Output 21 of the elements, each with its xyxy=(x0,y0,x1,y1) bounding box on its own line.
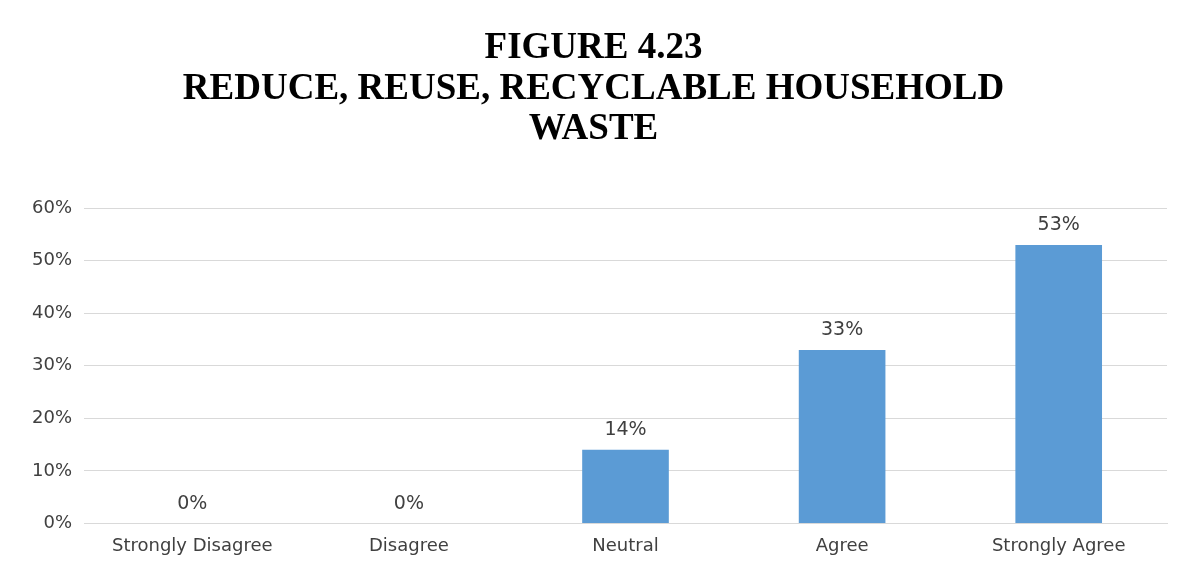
data-label: 14% xyxy=(604,417,647,440)
x-tick-label: Neutral xyxy=(592,533,659,555)
data-label: 33% xyxy=(820,317,864,340)
data-label: 53% xyxy=(1037,212,1080,235)
bar xyxy=(798,349,886,523)
y-tick-label: 0% xyxy=(43,511,73,533)
y-tick-label: 50% xyxy=(31,248,73,270)
data-label: 0% xyxy=(393,490,424,513)
data-label: 0% xyxy=(177,490,208,513)
bar xyxy=(582,449,669,523)
y-tick-label: 30% xyxy=(31,353,73,375)
y-tick-label: 40% xyxy=(31,300,73,322)
x-tick-label: Strongly Disagree xyxy=(112,533,273,555)
bar xyxy=(1015,244,1103,523)
x-tick-label: Disagree xyxy=(368,533,449,555)
y-tick-label: 10% xyxy=(31,458,73,480)
chart-title: FIGURE 4.23 REDUCE, REUSE, RECYCLABLE HOUSEHOLD WASTE xyxy=(182,24,1005,148)
y-tick-label: 60% xyxy=(31,195,73,217)
y-tick-label: 20% xyxy=(31,405,73,427)
x-tick-label: Agree xyxy=(815,533,869,555)
x-tick-label: Strongly Agree xyxy=(991,533,1126,555)
